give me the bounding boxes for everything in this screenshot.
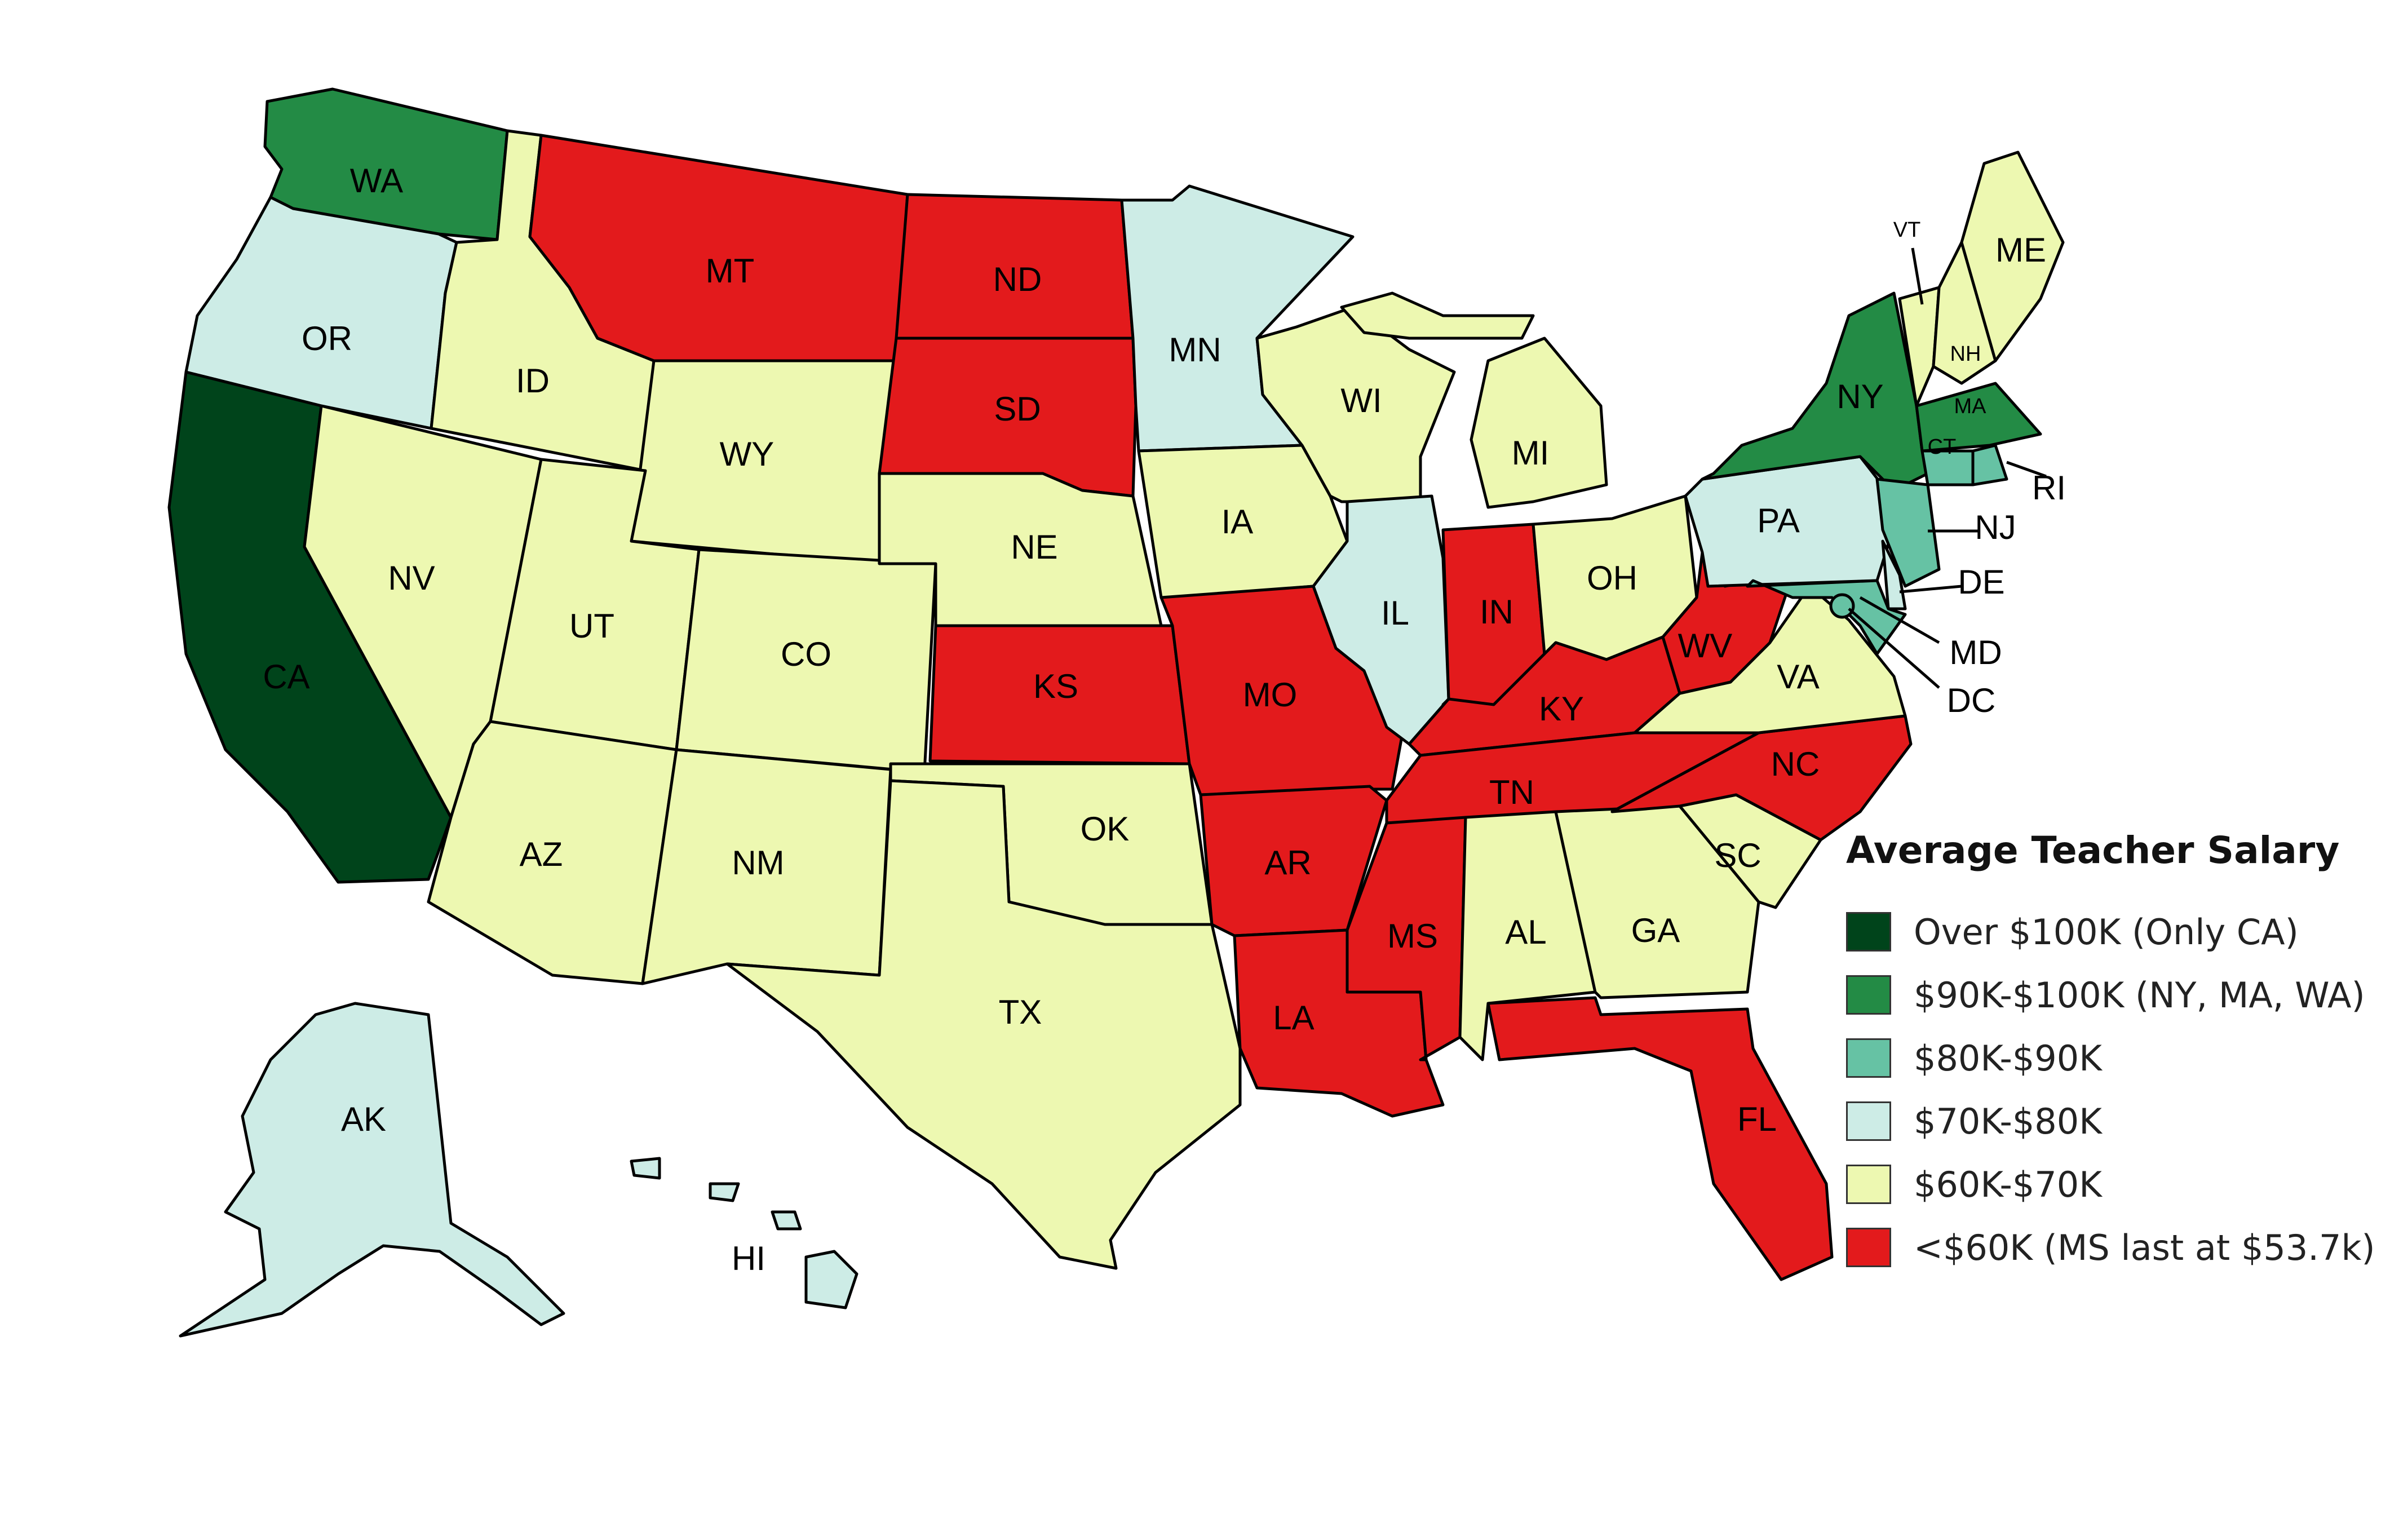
legend-item-over100: Over $100K (Only CA) [1843, 900, 2384, 963]
states-layer [167, 87, 2065, 1338]
state-ny [1701, 291, 1929, 492]
state-label-oh: OH [1587, 559, 1637, 597]
state-ak [179, 1002, 565, 1338]
state-label-mo: MO [1243, 676, 1298, 714]
legend-swatch [1846, 1038, 1891, 1078]
state-label-md: MD [1949, 634, 2002, 671]
state-label-tx: TX [999, 993, 1042, 1031]
state-label-fl: FL [1737, 1100, 1777, 1138]
state-label-or: OR [302, 320, 352, 357]
state-label-ia: IA [1221, 503, 1254, 541]
state-md [1746, 579, 1907, 656]
state-il [1312, 494, 1450, 746]
state-label-nj: NJ [1975, 508, 2016, 546]
state-label-ri: RI [2032, 469, 2066, 507]
legend-label: $60K-$70K [1914, 1163, 2102, 1205]
state-label-de: DE [1958, 563, 2004, 601]
legend-swatch [1846, 1101, 1891, 1141]
state-label-ca: CA [263, 658, 309, 696]
legend-label: $90K-$100K (NY, MA, WA) [1914, 974, 2365, 1016]
state-label-ga: GA [1631, 911, 1680, 949]
state-label-il: IL [1381, 594, 1409, 632]
state-label-az: AZ [520, 835, 563, 873]
state-label-nm: NM [732, 844, 784, 882]
state-label-nc: NC [1771, 745, 1820, 783]
state-label-ma: MA [1954, 395, 1987, 418]
state-tx [725, 779, 1242, 1270]
state-ma [1915, 382, 2042, 453]
state-label-mn: MN [1169, 331, 1221, 369]
legend-swatch [1846, 1165, 1891, 1204]
legend-label: <$60K (MS last at $53.7k) [1914, 1227, 2375, 1268]
state-label-nh: NH [1950, 342, 1981, 366]
legend-label: $80K-$90K [1914, 1037, 2102, 1079]
state-label-in: IN [1480, 593, 1513, 631]
state-label-ok: OK [1081, 810, 1130, 848]
state-label-mt: MT [706, 252, 755, 290]
legend-swatch [1846, 1228, 1891, 1267]
legend-item-k80_90: $80K-$90K [1843, 1026, 2384, 1090]
leader-line-md [1859, 596, 1940, 644]
state-label-ny: NY [1836, 378, 1883, 415]
legend-title: Average Teacher Salary [1846, 829, 2340, 872]
state-mi [1340, 291, 1608, 509]
state-label-ct: CT [1928, 435, 1957, 459]
state-ri [1971, 444, 2008, 486]
legend-swatch [1846, 975, 1891, 1015]
state-label-nd: ND [993, 260, 1042, 298]
state-nc [1610, 714, 1913, 842]
state-label-co: CO [781, 635, 831, 673]
state-label-sc: SC [1714, 837, 1761, 874]
state-label-me: ME [1995, 231, 2046, 269]
leader-line-vt [1911, 247, 1924, 305]
state-label-ky: KY [1539, 690, 1584, 728]
state-label-hi: HI [732, 1240, 765, 1277]
state-label-va: VA [1777, 658, 1820, 696]
state-label-ak: AK [341, 1100, 386, 1138]
state-label-wy: WY [720, 435, 774, 473]
state-label-wa: WA [350, 162, 403, 200]
state-label-tn: TN [1489, 773, 1534, 811]
state-label-al: AL [1505, 913, 1546, 951]
legend-item-k90_100: $90K-$100K (NY, MA, WA) [1843, 963, 2384, 1026]
state-label-mi: MI [1512, 434, 1550, 472]
state-label-la: LA [1273, 999, 1314, 1037]
state-hi [630, 1157, 858, 1309]
legend-item-under60: <$60K (MS last at $53.7k) [1843, 1216, 2384, 1279]
legend-item-k60_70: $60K-$70K [1843, 1153, 2384, 1216]
state-label-dc: DC [1947, 682, 1996, 719]
legend-item-k70_80: $70K-$80K [1843, 1090, 2384, 1153]
state-nh [1932, 241, 1997, 385]
state-label-ms: MS [1387, 917, 1438, 955]
state-label-ne: NE [1011, 528, 1057, 566]
leader-line-ri [2006, 461, 2047, 478]
state-label-nv: NV [388, 559, 435, 597]
leader-line-dc [1848, 608, 1940, 689]
legend-label: Over $100K (Only CA) [1914, 911, 2299, 953]
state-label-vt: VT [1893, 218, 1921, 242]
state-label-ks: KS [1033, 667, 1078, 705]
labels-layer: WA OR CA ID NV MT WY UT AZ CO NM ND SD NE KS OK TX MN IA MO… [263, 162, 2066, 1277]
state-label-pa: PA [1757, 502, 1800, 539]
dc-marker [1829, 593, 1855, 619]
state-label-id: ID [516, 362, 550, 400]
legend-swatch [1846, 912, 1891, 952]
state-label-wv: WV [1678, 627, 1733, 665]
legend: Average Teacher Salary Over $100K (Only … [1843, 829, 2384, 1279]
legend-label: $70K-$80K [1914, 1100, 2102, 1142]
state-label-sd: SD [994, 390, 1041, 428]
state-fl [1486, 996, 1834, 1281]
state-me [1960, 151, 2065, 362]
state-label-ar: AR [1264, 844, 1311, 882]
state-label-ut: UT [569, 607, 614, 645]
leader-line-de [1899, 585, 1962, 594]
state-label-wi: WI [1340, 382, 1382, 419]
state-nj [1875, 477, 1941, 588]
